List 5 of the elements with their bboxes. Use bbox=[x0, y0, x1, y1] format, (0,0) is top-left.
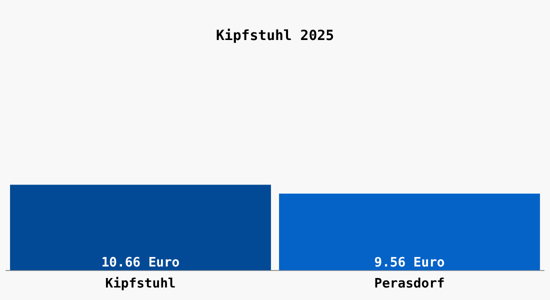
x-tick-label: Perasdorf bbox=[374, 276, 445, 292]
data-label: 9.56 Euro bbox=[374, 255, 445, 270]
chart-title: Kipfstuhl 2025 bbox=[216, 28, 334, 44]
data-label: 10.66 Euro bbox=[101, 255, 180, 270]
x-tick-label: Kipfstuhl bbox=[105, 276, 176, 292]
